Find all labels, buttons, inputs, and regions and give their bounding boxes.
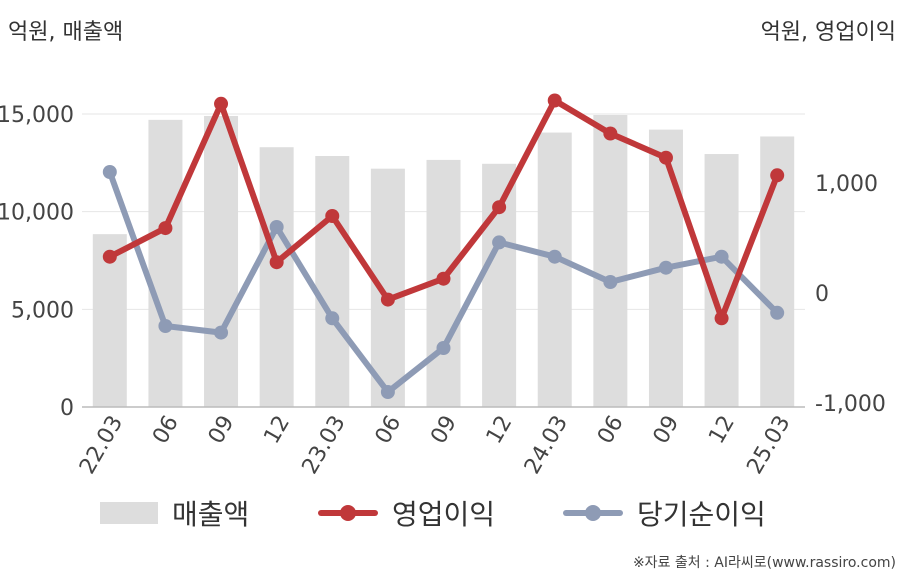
operating-profit-point [436,271,451,286]
source-note: ※자료 출처 : AI라씨로(www.rassiro.com) [632,555,896,571]
revenue-bar [537,132,572,407]
revenue-bar [593,114,628,407]
left-tick-label: 0 [60,396,74,421]
net-income-point [436,341,451,355]
category-label: 06 [371,412,407,449]
operating-profit-point [214,96,229,111]
operating-profit-point [714,311,729,326]
net-income-point [770,305,785,320]
right-tick-label: 0 [815,282,829,307]
revenue-bar [259,147,294,407]
left-tick-label: 5,000 [11,298,74,323]
net-income-point [658,260,673,275]
net-income-point [603,275,618,289]
category-label: 24.03 [520,412,573,479]
net-income-point [380,385,395,399]
operating-profit-point [658,150,673,165]
legend-swatch-net-income [563,498,623,528]
legend-label-operating-profit: 영업이익 [392,498,496,531]
operating-profit-point [380,292,395,307]
category-label: 25.03 [742,412,795,479]
legend-item-operating-profit: 영업이익 [318,493,495,533]
category-label: 09 [649,412,685,449]
category-label: 12 [482,411,518,448]
legend-swatch-operating-profit [318,498,378,528]
category-label: 12 [259,412,295,449]
net-income-point [102,165,117,179]
left-axis-unit: 억원, 매출액 [8,20,124,45]
right-tick-label: 1,000 [815,172,878,197]
net-income-point [325,311,340,326]
net-income-point [492,235,507,250]
category-label: 22.03 [75,412,128,479]
operating-profit-point [492,200,507,215]
legend-item-revenue: 매출액 [100,493,249,533]
revenue-bar [204,115,239,407]
legend-swatch-revenue [100,502,158,524]
net-income-point [547,249,562,264]
revenue-bar [148,119,183,408]
operating-profit-point [325,209,340,223]
category-label: 09 [204,412,240,449]
category-label: 06 [148,412,184,449]
operating-profit-point [158,221,173,236]
combo-chart: 0 5,000 10,000 15,000 -1,000 0 1,000 22.03 06 09 1… [0,93,886,479]
right-axis-unit: 억원, 영업이익 [760,20,896,45]
right-tick-label: -1,000 [815,392,886,417]
net-income-point [158,319,173,333]
category-label: 09 [426,412,462,449]
operating-profit-point [269,255,284,270]
operating-profit-point [770,168,785,183]
net-income-point [269,220,284,234]
revenue-bar [315,155,350,407]
operating-profit-point [603,126,618,141]
net-income-point [214,325,229,340]
category-label: 12 [704,412,740,449]
legend-label-revenue: 매출액 [172,498,250,531]
operating-profit-point [102,249,117,264]
left-tick-label: 10,000 [0,201,74,226]
left-tick-label: 15,000 [0,103,74,128]
legend-label-net-income: 당기순이익 [637,498,766,531]
category-label: 06 [593,412,629,449]
category-label: 23.03 [298,412,351,479]
net-income-point [714,249,729,264]
legend-item-net-income: 당기순이익 [563,493,766,533]
operating-profit-point [547,93,562,108]
